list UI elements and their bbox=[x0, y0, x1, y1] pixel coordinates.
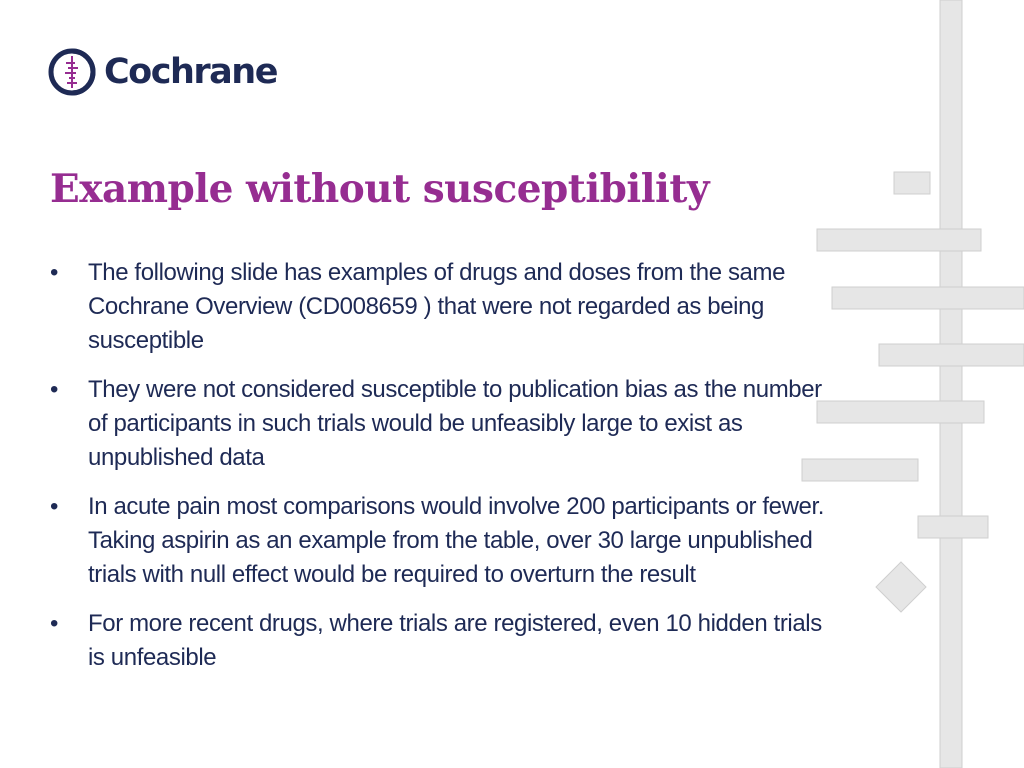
bullet-item: • They were not considered susceptible to… bbox=[46, 373, 836, 475]
bullet-point-icon: • bbox=[50, 259, 59, 286]
bullet-list: • The following slide has examples of dru… bbox=[46, 256, 836, 675]
bullet-text: In acute pain most comparisons would inv… bbox=[88, 493, 825, 588]
cochrane-logo: Cochrane bbox=[48, 46, 278, 98]
cochrane-logo-icon bbox=[48, 48, 96, 96]
bullet-point-icon: • bbox=[50, 376, 59, 403]
bullet-point-icon: • bbox=[50, 610, 59, 637]
bullet-text: For more recent drugs, where trials are … bbox=[88, 610, 822, 671]
cochrane-logo-text: Cochrane bbox=[104, 52, 278, 92]
bullet-text: The following slide has examples of drug… bbox=[88, 259, 786, 354]
bullet-text: They were not considered susceptible to … bbox=[88, 376, 822, 471]
slide-title: Example without susceptibility bbox=[50, 166, 710, 212]
bullet-item: • The following slide has examples of dru… bbox=[46, 256, 836, 358]
bullet-item: • In acute pain most comparisons would in… bbox=[46, 490, 836, 592]
bullet-item: • For more recent drugs, where trials are… bbox=[46, 607, 836, 675]
bullet-point-icon: • bbox=[50, 493, 59, 520]
